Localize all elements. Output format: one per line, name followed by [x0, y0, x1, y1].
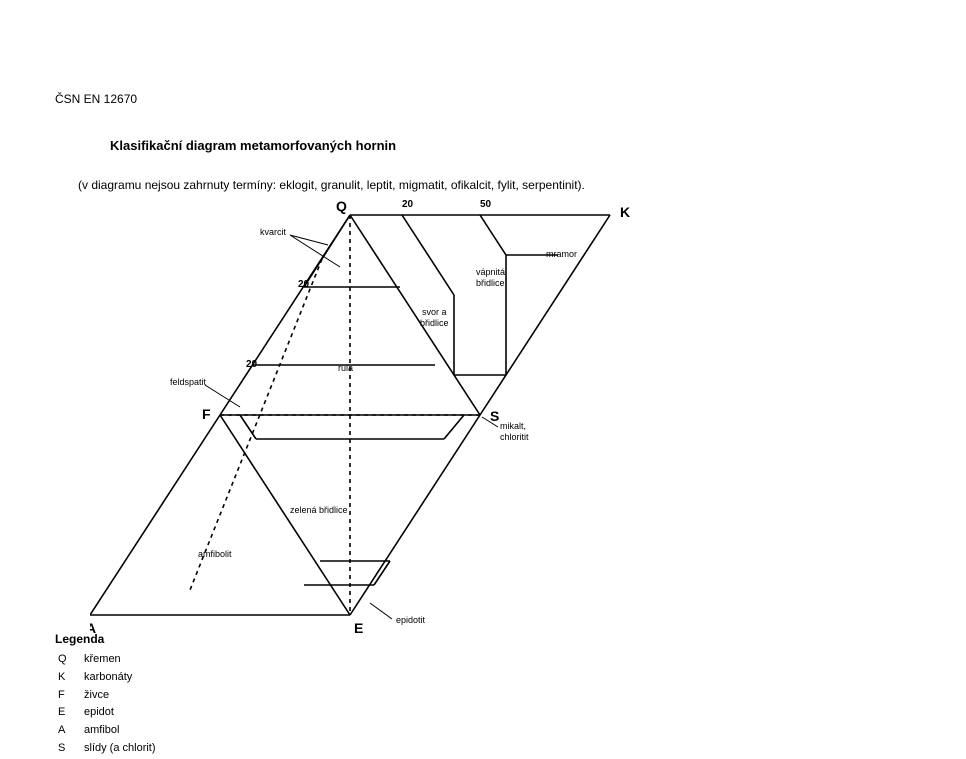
svg-text:mramor: mramor: [546, 249, 577, 259]
svg-text:S: S: [490, 408, 499, 424]
legend-row: Sslídy (a chlorit): [57, 741, 157, 757]
svg-text:mikalt,: mikalt,: [500, 421, 526, 431]
legend-key: E: [57, 705, 81, 721]
legend-label: amfibol: [83, 723, 157, 739]
svg-text:K: K: [620, 204, 630, 220]
svg-text:vápnitá: vápnitá: [476, 267, 505, 277]
legend-key: Q: [57, 652, 81, 668]
standard-code: ČSN EN 12670: [55, 92, 137, 106]
legend-key: F: [57, 688, 81, 704]
legend-key: A: [57, 723, 81, 739]
svg-text:amfibolit: amfibolit: [198, 549, 232, 559]
svg-text:50: 50: [480, 199, 492, 210]
legend-key: S: [57, 741, 81, 757]
svg-text:F: F: [202, 406, 211, 422]
page-subtitle: (v diagramu nejsou zahrnuty termíny: ekl…: [78, 178, 585, 192]
svg-text:20: 20: [246, 359, 258, 370]
svg-text:břidlice: břidlice: [420, 318, 449, 328]
legend-row: Fživce: [57, 688, 157, 704]
page-title: Klasifikační diagram metamorfovaných hor…: [110, 138, 396, 153]
page: ČSN EN 12670 Klasifikační diagram metamo…: [0, 0, 966, 724]
legend-label: křemen: [83, 652, 157, 668]
legend-table: QkřemenKkarbonátyFživceEepidotAamfibolSs…: [55, 650, 159, 759]
svg-text:Q: Q: [336, 198, 347, 214]
classification-diagram: QKFSAE20202050kvarcitrulasvor abřidlicev…: [90, 195, 790, 635]
svg-text:kvarcit: kvarcit: [260, 227, 287, 237]
legend-row: Aamfibol: [57, 723, 157, 739]
legend-label: epidot: [83, 705, 157, 721]
legend-key: K: [57, 670, 81, 686]
svg-text:rula: rula: [338, 363, 353, 373]
legend-heading: Legenda: [55, 632, 104, 646]
svg-text:feldspatit: feldspatit: [170, 377, 207, 387]
svg-text:20: 20: [298, 279, 310, 290]
legend-label: živce: [83, 688, 157, 704]
svg-text:20: 20: [402, 199, 414, 210]
svg-text:epidotit: epidotit: [396, 615, 426, 625]
legend-label: karbonáty: [83, 670, 157, 686]
svg-text:E: E: [354, 620, 363, 635]
svg-text:břidlice: břidlice: [476, 278, 505, 288]
legend-row: Eepidot: [57, 705, 157, 721]
svg-text:zelená břidlice: zelená břidlice: [290, 505, 348, 515]
legend-label: slídy (a chlorit): [83, 741, 157, 757]
legend-row: Qkřemen: [57, 652, 157, 668]
svg-text:svor a: svor a: [422, 307, 447, 317]
legend-row: Kkarbonáty: [57, 670, 157, 686]
svg-text:chloritit: chloritit: [500, 432, 529, 442]
